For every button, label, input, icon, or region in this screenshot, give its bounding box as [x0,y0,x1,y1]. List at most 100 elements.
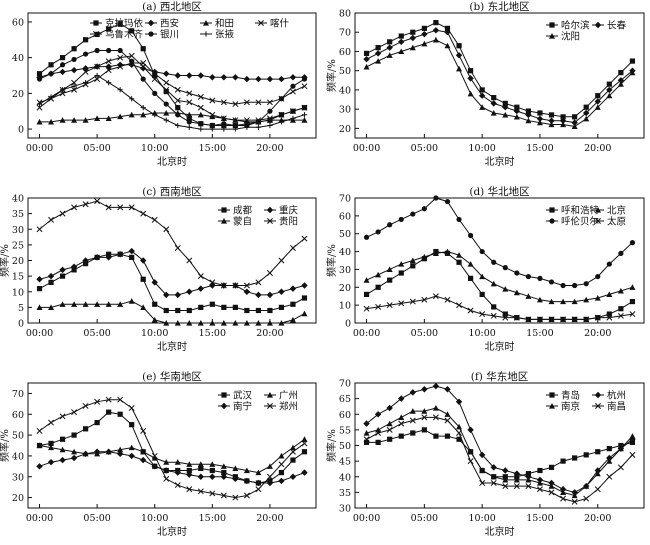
data-point [59,55,66,61]
data-point [220,492,227,499]
data-point [117,54,124,61]
data-point [82,257,89,264]
data-point [129,28,135,34]
legend-marker [267,218,273,224]
series-line [366,416,633,503]
data-point [59,456,66,464]
data-point [444,433,451,439]
data-point [163,475,170,482]
data-point [243,320,250,326]
data-point [36,463,43,470]
data-point [140,111,147,118]
series-2 [36,436,308,476]
data-point [559,486,567,493]
x-axis-label: 北京时 [485,340,515,353]
series-2 [363,27,636,126]
legend-label: 贵阳 [279,216,298,228]
data-point [583,281,589,287]
data-point [387,277,393,283]
legend-label: 郑州 [279,401,298,413]
series-line [39,253,305,311]
data-point [117,396,124,403]
series-3 [363,405,636,499]
data-point [537,486,543,493]
data-point [59,436,66,442]
data-point [386,44,393,51]
data-point [409,389,416,396]
y-axis-label: 频率/% [0,429,11,462]
data-point [163,307,169,314]
legend-marker [258,20,264,26]
data-point [606,473,613,480]
data-point [128,111,135,118]
data-point [174,320,181,326]
data-point [128,52,135,59]
data-point [606,291,613,298]
series-3 [36,298,308,326]
data-point [374,411,382,418]
data-point [266,291,274,299]
data-point [375,284,381,290]
y-tick-label: 10 [12,287,24,298]
data-point [209,490,216,497]
data-point [290,457,296,463]
y-tick-label: 20 [12,256,24,267]
data-point [478,451,486,459]
x-tick-label: 20:00 [584,143,611,154]
data-point [48,94,54,100]
data-point [209,467,215,474]
data-point [221,121,227,127]
data-point [117,113,124,120]
data-point [398,414,405,420]
data-point [174,291,181,299]
data-point [36,104,43,111]
data-point [548,483,555,489]
panel-title: (d) 华北地区 [469,185,529,198]
y-tick-label: 40 [12,53,24,64]
data-point [387,222,393,228]
data-point [232,465,239,472]
data-point [456,43,462,49]
data-point [232,494,239,501]
data-point [151,70,158,77]
data-point [59,301,66,307]
legend-marker [549,207,555,213]
data-point [444,417,451,424]
series-line [366,429,633,478]
data-point [572,282,578,289]
legend-label: 和田 [215,19,234,30]
data-point [209,320,216,326]
data-point [198,304,204,310]
legend-label: 成都 [233,205,253,217]
y-tick-label: 50 [339,66,351,77]
data-point [456,259,462,265]
data-point [140,257,147,264]
data-point [209,113,216,120]
data-point [629,451,636,458]
series-line [39,55,305,121]
data-point [278,96,285,102]
data-point [129,254,135,260]
series-line [366,251,633,320]
data-point [290,108,296,115]
data-point [594,486,601,493]
data-point [36,276,43,283]
data-point [140,105,146,111]
data-point [479,87,485,93]
data-point [560,489,567,495]
data-point [409,417,416,424]
data-point [128,405,135,411]
data-point [421,408,428,414]
data-point [266,463,273,469]
data-point [363,439,370,445]
data-point [174,86,181,93]
data-point [116,450,124,458]
data-point [232,126,238,132]
data-point [186,471,193,478]
data-point [363,55,370,63]
legend-label: 呼和浩特 [561,205,600,217]
data-point [363,234,370,240]
data-point [82,301,89,307]
y-tick-label: 60 [339,410,351,421]
